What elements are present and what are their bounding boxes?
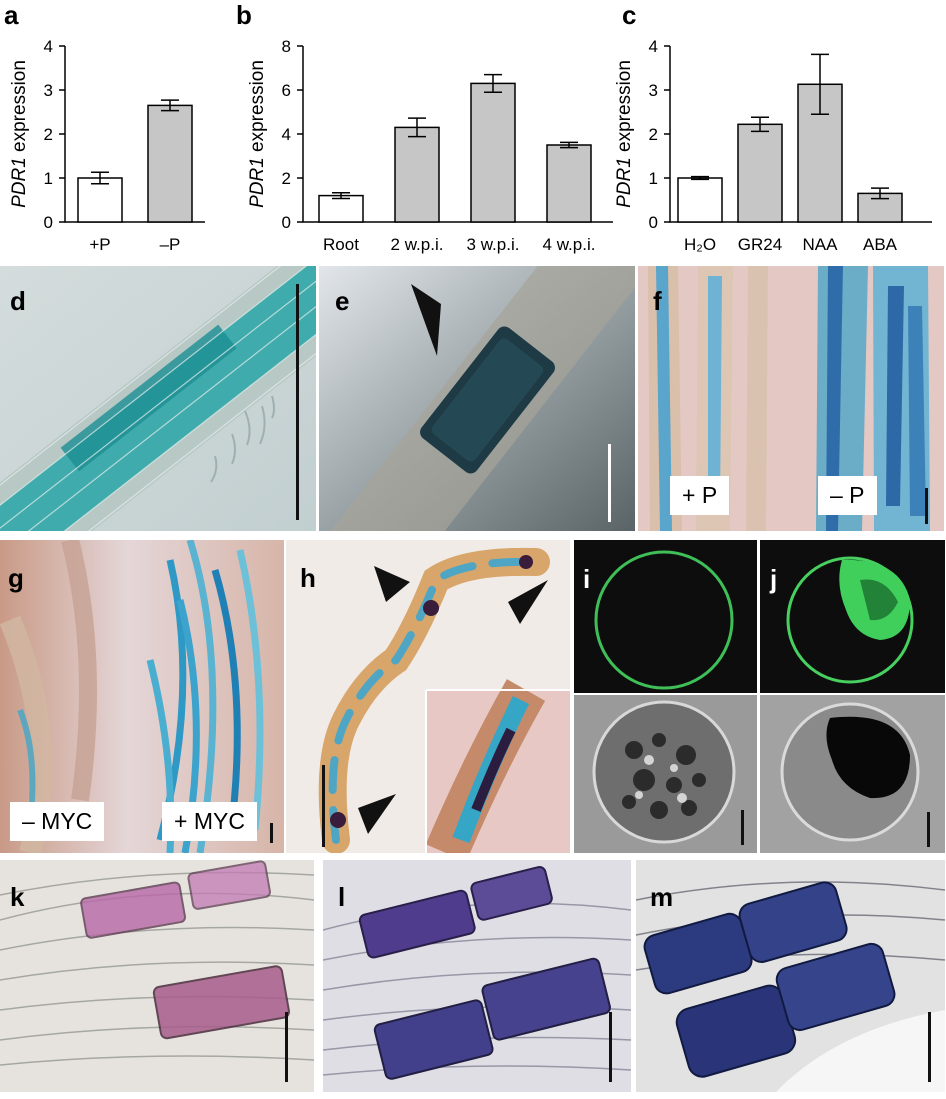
chart-b: 0 2 4 6 8 PDR1 expression Root 2 w.p.i. 3 w.p.i.… (230, 0, 615, 262)
chart-a: 0 1 2 3 4 PDR1 expression +P –P (0, 0, 230, 262)
panel-label-d: d (10, 286, 26, 316)
panel-label-h: h (300, 563, 316, 593)
error-bar (408, 117, 426, 138)
category-label: Root (323, 235, 359, 254)
bar (546, 144, 592, 223)
scale-bar (608, 444, 611, 522)
tag-minus-p: – P (818, 476, 877, 515)
chart-c: 0 1 2 3 4 PDR1 expression H₂O GR24 NAA ABA (614, 0, 946, 262)
error-bar (332, 191, 350, 200)
category-label: NAA (803, 235, 839, 254)
scale-bar (285, 1012, 288, 1082)
micrograph-i (574, 540, 757, 853)
chart-svg-b: 0 2 4 6 8 PDR1 expression Root 2 w.p.i. 3 w.p.i.… (247, 37, 613, 254)
scale-bar (609, 1012, 612, 1082)
micrograph-f: + P – P (638, 266, 944, 531)
category-label: 4 w.p.i. (543, 235, 596, 254)
category-label: ABA (863, 235, 898, 254)
y-tick-label: 0 (649, 213, 658, 232)
micrograph-e (319, 266, 635, 531)
panel-label-f: f (653, 286, 662, 316)
micrograph-d (0, 266, 316, 531)
chart-svg-c: 0 1 2 3 4 PDR1 expression H₂O GR24 NAA ABA (614, 37, 932, 254)
scale-bar (270, 823, 273, 843)
y-tick-label: 2 (282, 169, 291, 188)
tag-minus-myc: – MYC (10, 802, 105, 841)
panel-label-c: c (622, 0, 637, 30)
micrograph-m (636, 860, 945, 1092)
y-tick-label: 4 (649, 37, 658, 56)
panel-label-k: k (10, 882, 25, 912)
scale-bar (925, 488, 928, 524)
panel-label-i: i (583, 564, 591, 594)
error-bar (91, 171, 109, 185)
y-tick-label: 4 (282, 125, 291, 144)
error-bar (560, 141, 578, 149)
y-tick-label: 6 (282, 81, 291, 100)
y-tick-label: 2 (44, 125, 53, 144)
category-label: GR24 (738, 235, 782, 254)
category-label: –P (160, 235, 181, 254)
scale-bar (928, 1012, 931, 1082)
y-tick-label: 0 (44, 213, 53, 232)
tag-plus-myc: + MYC (162, 802, 257, 841)
bar (318, 194, 364, 223)
scale-bar (741, 810, 744, 845)
y-tick-label: 3 (649, 81, 658, 100)
category-label: H₂O (684, 235, 716, 254)
y-tick-label: 1 (44, 169, 53, 188)
y-tick-label: 2 (649, 125, 658, 144)
y-tick-label: 8 (282, 37, 291, 56)
panel-label-j: j (770, 564, 778, 594)
bar (737, 123, 783, 223)
y-axis-label: PDR1 expression (614, 60, 635, 208)
y-tick-label: 4 (44, 37, 53, 56)
error-bar (691, 175, 709, 181)
bar (77, 177, 123, 223)
y-axis-label: PDR1 expression (9, 60, 30, 208)
panel-label-l: l (338, 882, 346, 912)
micrograph-h (286, 540, 570, 853)
error-bar (811, 53, 829, 115)
category-label: +P (89, 235, 110, 254)
panel-label-g: g (8, 563, 24, 593)
scale-bar (927, 812, 930, 847)
bar (394, 126, 440, 223)
micrograph-k (0, 860, 314, 1092)
bar (677, 177, 723, 223)
scale-bar (296, 284, 299, 520)
bar (147, 104, 193, 223)
error-bar (871, 187, 889, 200)
scale-bar (322, 765, 325, 847)
chart-svg-a: 0 1 2 3 4 PDR1 expression +P –P (9, 37, 205, 254)
micrograph-l (323, 860, 631, 1092)
error-bar (484, 73, 502, 93)
y-tick-label: 1 (649, 169, 658, 188)
category-label: 3 w.p.i. (467, 235, 520, 254)
error-bar (161, 99, 179, 112)
y-axis-label: PDR1 expression (247, 60, 268, 208)
panel-label-m: m (650, 882, 674, 912)
panel-label-a: a (4, 0, 19, 30)
panel-label-e: e (335, 286, 350, 316)
panel-label-b: b (236, 0, 252, 30)
tag-plus-p: + P (670, 476, 730, 515)
category-label: 2 w.p.i. (391, 235, 444, 254)
y-tick-label: 3 (44, 81, 53, 100)
error-bar (751, 116, 769, 133)
micrograph-j (760, 540, 945, 853)
y-tick-label: 0 (282, 213, 291, 232)
micrograph-g: – MYC + MYC (0, 540, 284, 853)
bar (470, 82, 516, 223)
